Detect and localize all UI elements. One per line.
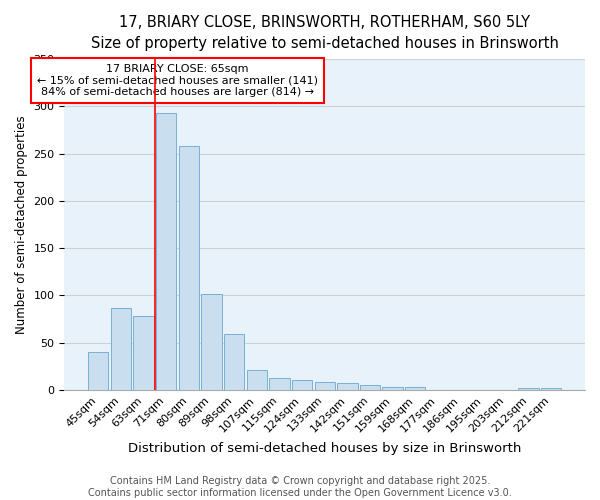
Bar [405, 387, 425, 390]
Bar [337, 384, 358, 390]
Bar [224, 334, 244, 390]
Text: Contains HM Land Registry data © Crown copyright and database right 2025.
Contai: Contains HM Land Registry data © Crown c… [88, 476, 512, 498]
Title: 17, BRIARY CLOSE, BRINSWORTH, ROTHERHAM, S60 5LY
Size of property relative to se: 17, BRIARY CLOSE, BRINSWORTH, ROTHERHAM,… [91, 15, 559, 51]
Bar [247, 370, 267, 390]
Bar [111, 308, 131, 390]
Bar [201, 294, 221, 390]
Bar [133, 316, 154, 390]
Bar [518, 388, 539, 390]
Bar [541, 388, 562, 390]
Bar [88, 352, 109, 390]
Bar [179, 146, 199, 390]
Bar [382, 387, 403, 390]
Text: 17 BRIARY CLOSE: 65sqm
← 15% of semi-detached houses are smaller (141)
84% of se: 17 BRIARY CLOSE: 65sqm ← 15% of semi-det… [37, 64, 318, 97]
Y-axis label: Number of semi-detached properties: Number of semi-detached properties [15, 115, 28, 334]
X-axis label: Distribution of semi-detached houses by size in Brinsworth: Distribution of semi-detached houses by … [128, 442, 521, 455]
Bar [360, 385, 380, 390]
Bar [292, 380, 312, 390]
Bar [156, 113, 176, 390]
Bar [269, 378, 290, 390]
Bar [314, 382, 335, 390]
